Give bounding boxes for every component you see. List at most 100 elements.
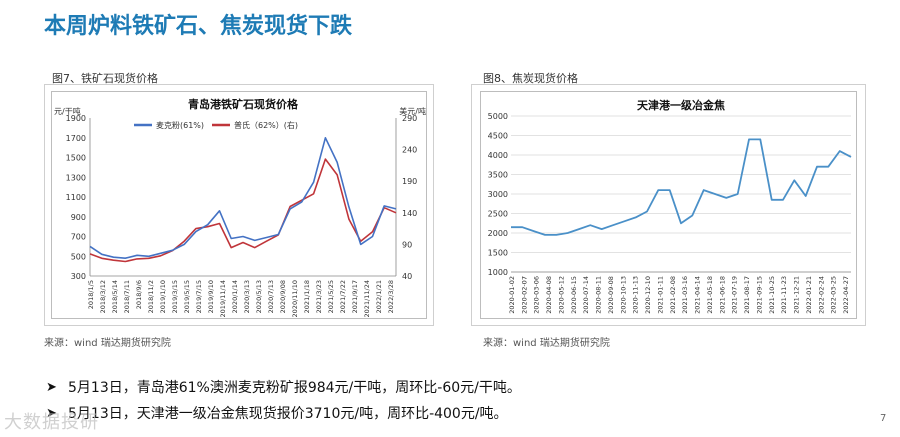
x-tick-label: 2018/11/2 (147, 280, 155, 313)
x-tick-label: 2021-02-08 (669, 276, 677, 314)
legend-label-series-1: 麦克粉(61%) (156, 120, 204, 130)
coke-chart-frame: 天津港一级冶金焦 1000 1500 2000 2500 3000 3500 4000 4500… (480, 91, 857, 319)
arrow-bullet-icon: ➤ (46, 405, 57, 421)
bullet-coke: ➤ 5月13日，天津港一级冶金焦现货报价3710元/吨，周环比-400元/吨。 (46, 400, 521, 426)
x-tick-label: 2020-11-13 (632, 276, 640, 314)
x-tick-label: 2021-04-14 (694, 276, 702, 314)
x-tick-label: 2021-06-18 (718, 276, 726, 314)
y-axis-label-right: 美元/吨 (399, 106, 426, 116)
y-tick-label-left: 1100 (66, 193, 86, 202)
x-tick-label: 2020/7/13 (267, 280, 275, 313)
series-line-coke-price (511, 138, 852, 236)
x-tick-label: 2020-08-11 (595, 276, 603, 314)
x-tick-label: 2020-01-02 (508, 276, 516, 314)
y-tick-label-left: 500 (71, 252, 86, 261)
x-tick-label: 2020-07-14 (582, 276, 590, 314)
bullet-coke-text: 5月13日，天津港一级冶金焦现货报价3710元/吨，周环比-400元/吨。 (68, 406, 508, 422)
y-tick-label-right: 190 (402, 177, 417, 186)
x-tick-label: 2020-04-08 (545, 276, 553, 314)
y-tick-label-left: 700 (71, 233, 86, 242)
y-tick-label: 3500 (488, 171, 508, 180)
x-tick-label: 2020-05-12 (558, 276, 566, 314)
x-tick-label: 2021/3/23 (315, 280, 323, 313)
x-tick-label: 2022/3/28 (387, 280, 395, 313)
y-axis-label-left: 元/干吨 (54, 106, 81, 116)
y-tick-label-right: 90 (402, 240, 412, 249)
y-tick-label-right: 40 (402, 272, 412, 281)
x-tick-label: 2019/9/10 (207, 280, 215, 313)
iron-ore-chart-frame: 青岛港铁矿石现货价格 元/干吨 美元/吨 300 500 700 900 1100 1300 15… (51, 91, 427, 319)
x-tick-label: 2020-02-07 (520, 276, 528, 314)
y-tick-label: 5000 (488, 112, 508, 121)
x-tick-label: 2021-07-19 (731, 276, 739, 314)
x-tick-label: 2020/9/08 (279, 280, 287, 313)
x-tick-label: 2020-06-15 (570, 276, 578, 314)
y-tick-label-left: 300 (71, 272, 86, 281)
summary-bullets: ➤ 5月13日，青岛港61%澳洲麦克粉矿报984元/干吨，周环比-60元/干吨。… (46, 374, 521, 426)
x-tick-label: 2022-02-24 (817, 276, 825, 314)
x-tick-label: 2022/1/21 (375, 280, 383, 313)
x-tick-label: 2021-01-11 (656, 276, 664, 314)
y-tick-label: 4000 (488, 151, 508, 160)
x-tick-label: 2020-10-13 (619, 276, 627, 314)
chart-title: 青岛港铁矿石现货价格 (188, 97, 299, 111)
x-tick-label: 2021-03-16 (681, 276, 689, 314)
x-tick-label: 2018/9/6 (135, 280, 143, 309)
chart-title: 天津港一级冶金焦 (637, 98, 725, 112)
y-tick-label: 2000 (488, 229, 508, 238)
figure-7-caption: 图7、铁矿石现货价格 (52, 72, 158, 85)
x-tick-label: 2019/11/14 (219, 280, 227, 317)
legend-label-series-2: 普氏（62%）(右) (234, 120, 298, 130)
x-tick-label: 2021/7/22 (339, 280, 347, 313)
x-tick-label: 2021-11-23 (780, 276, 788, 314)
x-tick-label: 2018/7/11 (123, 280, 131, 313)
x-tick-label: 2021/5/25 (327, 280, 335, 313)
x-tick-label: 2020-12-10 (644, 276, 652, 314)
y-tick-label-left: 1700 (66, 134, 86, 143)
coke-chart: 天津港一级冶金焦 1000 1500 2000 2500 3000 3500 4000 4500… (488, 98, 852, 314)
x-tick-label: 2018/1/5 (87, 280, 95, 309)
y-tick-label-left: 900 (71, 213, 86, 222)
x-tick-label: 2021/11/24 (363, 280, 371, 317)
y-tick-label: 1500 (488, 249, 508, 258)
y-tick-label: 4500 (488, 132, 508, 141)
x-tick-label: 2021-09-15 (755, 276, 763, 314)
page-title: 本周炉料铁矿石、焦炭现货下跌 (44, 14, 353, 39)
y-tick-label-right: 240 (402, 146, 417, 155)
x-tick-label: 2020/5/13 (255, 280, 263, 313)
x-tick-label: 2019/1/10 (159, 280, 167, 313)
iron-ore-chart-panel: 青岛港铁矿石现货价格 元/干吨 美元/吨 300 500 700 900 1100 1300 15… (44, 84, 434, 326)
x-tick-label: 2021/9/17 (351, 280, 359, 313)
y-tick-label-left: 1900 (66, 114, 86, 123)
x-tick-label: 2019/7/15 (195, 280, 203, 313)
figure-8-source: 来源：wind 瑞达期货研究院 (483, 338, 610, 349)
x-tick-label: 2022-01-21 (805, 276, 813, 314)
x-tick-label: 2020/3/13 (243, 280, 251, 313)
y-tick-label: 3000 (488, 190, 508, 199)
x-tick-label: 2021-08-17 (743, 276, 751, 314)
x-tick-label: 2019/5/15 (183, 280, 191, 313)
figure-8-caption: 图8、焦炭现货价格 (483, 72, 578, 85)
arrow-bullet-icon: ➤ (46, 379, 57, 395)
figure-7-source: 来源：wind 瑞达期货研究院 (44, 338, 171, 349)
x-tick-label: 2020/11/10 (291, 280, 299, 317)
x-tick-label: 2022-04-27 (842, 276, 850, 314)
page-number: 7 (880, 413, 887, 424)
y-tick-label: 2500 (488, 210, 508, 219)
watermark: 大数据投研 (4, 412, 99, 433)
bullet-iron-ore-text: 5月13日，青岛港61%澳洲麦克粉矿报984元/干吨，周环比-60元/干吨。 (68, 380, 521, 396)
x-tick-label: 2018/3/12 (99, 280, 107, 313)
x-tick-label: 2022-03-25 (830, 276, 838, 314)
x-tick-label: 2021-05-18 (706, 276, 714, 314)
y-tick-label-left: 1300 (66, 173, 86, 182)
x-tick-label: 2019/3/15 (171, 280, 179, 313)
x-tick-label: 2018/5/14 (111, 280, 119, 313)
coke-chart-panel: 天津港一级冶金焦 1000 1500 2000 2500 3000 3500 4000 4500… (471, 84, 866, 326)
x-tick-label: 2021-10-25 (768, 276, 776, 314)
x-tick-label: 2020-09-08 (607, 276, 615, 314)
bullet-iron-ore: ➤ 5月13日，青岛港61%澳洲麦克粉矿报984元/干吨，周环比-60元/干吨。 (46, 374, 521, 400)
x-tick-label: 2020/1/14 (231, 280, 239, 313)
y-tick-label-right: 140 (402, 209, 417, 218)
y-tick-label: 1000 (488, 268, 508, 277)
